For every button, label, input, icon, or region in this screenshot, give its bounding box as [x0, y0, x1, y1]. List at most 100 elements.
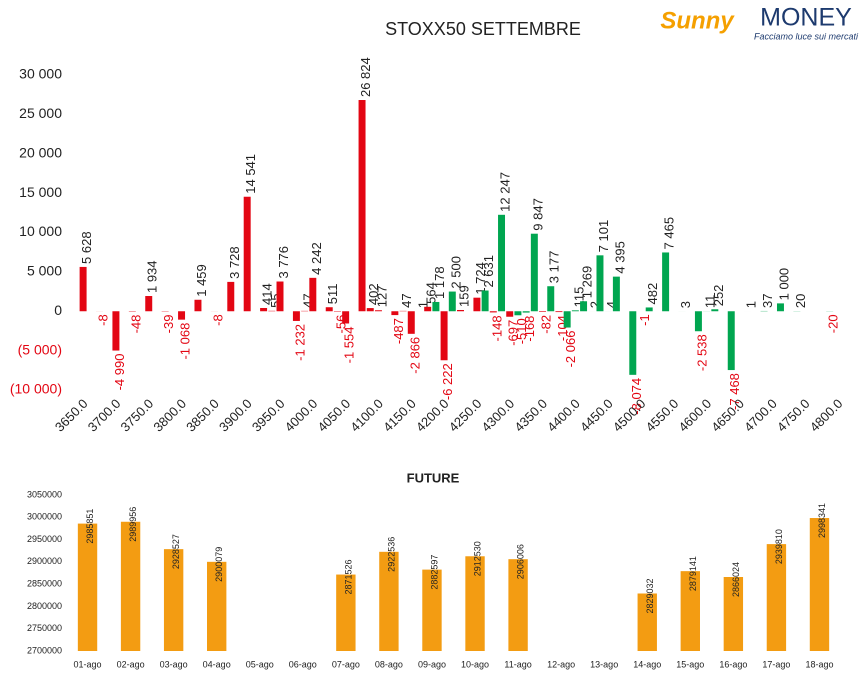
bar — [325, 307, 333, 312]
bar — [539, 311, 547, 312]
x-tick-label: 4200.0 — [413, 396, 452, 435]
x-tick-label: 4750.0 — [774, 396, 813, 435]
x-tick-label: 16-ago — [719, 659, 747, 669]
bar — [508, 559, 528, 651]
logo-sunny: Sunny — [660, 7, 735, 34]
bar — [243, 196, 251, 312]
data-label: -510 — [514, 318, 529, 344]
bar — [473, 297, 481, 312]
x-tick-label: 12-ago — [547, 659, 575, 669]
x-tick-label: 01-ago — [74, 659, 102, 669]
data-label: 9 847 — [530, 198, 545, 231]
x-tick-label: 4450.0 — [577, 396, 616, 435]
data-label: 511 — [325, 283, 340, 304]
x-tick-label: 13-ago — [590, 659, 618, 669]
data-label: -2 866 — [407, 337, 422, 374]
y-tick-label: 30 000 — [19, 66, 62, 82]
data-label: 4 — [604, 301, 619, 308]
y-tick-label: 10 000 — [19, 223, 62, 239]
data-label: 1 934 — [145, 260, 160, 293]
data-label: -1 — [637, 314, 652, 326]
data-label: -1 068 — [178, 323, 193, 360]
bar — [489, 311, 497, 313]
data-label: 2985851 — [85, 509, 95, 544]
data-label: 14 541 — [243, 154, 258, 194]
data-label: -697 — [506, 320, 521, 346]
x-tick-label: 3700.0 — [85, 396, 124, 435]
bar — [194, 299, 202, 312]
x-tick-label: 3650.0 — [52, 396, 91, 435]
x-tick-label: 3750.0 — [118, 396, 157, 435]
data-label: 2879141 — [688, 556, 698, 591]
data-label: 2922536 — [386, 537, 396, 572]
x-tick-label: 14-ago — [633, 659, 661, 669]
data-label: 2 631 — [481, 255, 496, 288]
y-tick-label: 2700000 — [27, 645, 62, 655]
bar — [374, 310, 382, 312]
logo-money: MONEY — [760, 4, 852, 32]
bar — [358, 100, 366, 312]
y-tick-label: 0 — [54, 302, 62, 318]
y-tick-label: 15 000 — [19, 184, 62, 200]
bar — [448, 291, 456, 312]
bar — [276, 281, 284, 312]
data-label: -8 — [210, 314, 225, 326]
y-tick-label: (10 000) — [10, 381, 62, 397]
bar — [571, 310, 579, 312]
data-label: 2882597 — [429, 555, 439, 590]
x-tick-label: 07-ago — [332, 659, 360, 669]
bar — [178, 311, 186, 320]
bar — [422, 569, 442, 651]
bar — [440, 311, 448, 361]
bar — [809, 518, 830, 651]
data-label: 1 178 — [432, 266, 447, 299]
bar — [227, 281, 235, 312]
x-tick-label: 4150.0 — [380, 396, 419, 435]
data-label: 1 — [744, 301, 759, 308]
x-tick-label: 3950.0 — [249, 396, 288, 435]
y-tick-label: 3000000 — [27, 512, 62, 522]
bar — [723, 577, 744, 651]
x-tick-label: 08-ago — [375, 659, 403, 669]
x-tick-label: 4300.0 — [479, 396, 518, 435]
data-label: -487 — [391, 318, 406, 344]
bar — [680, 571, 700, 651]
x-tick-label: 4400.0 — [544, 396, 583, 435]
bar — [662, 252, 670, 312]
bar — [391, 311, 399, 316]
data-label: 2900079 — [214, 547, 224, 582]
bar — [612, 276, 620, 312]
data-label: 1 — [415, 301, 430, 308]
data-label: 127 — [374, 286, 389, 308]
y-tick-label: 2950000 — [27, 534, 62, 544]
data-label: 2 — [588, 301, 603, 308]
x-tick-label: 4700.0 — [741, 396, 780, 435]
bar — [711, 309, 719, 312]
x-tick-label: 15-ago — [676, 659, 704, 669]
bar — [163, 549, 184, 651]
data-label: -148 — [489, 315, 504, 341]
data-label: 564 — [424, 282, 439, 304]
data-label: 3 728 — [227, 246, 242, 279]
y-tick-label: 2750000 — [27, 623, 62, 633]
x-tick-label: 11-ago — [504, 659, 531, 669]
bar — [120, 521, 141, 651]
y-tick-label: (5 000) — [18, 341, 62, 357]
y-tick-label: 25 000 — [19, 105, 62, 121]
bar — [366, 308, 374, 312]
x-tick-label: 10-ago — [461, 659, 489, 669]
data-label: -8 — [95, 314, 110, 326]
data-label: 1 459 — [194, 264, 209, 297]
x-tick-label: 17-ago — [762, 659, 790, 669]
bar — [77, 523, 98, 651]
bar — [563, 311, 571, 328]
bar — [555, 311, 563, 313]
y-tick-label: 2800000 — [27, 601, 62, 611]
data-label: 2871526 — [343, 560, 353, 595]
data-label: 47 — [399, 293, 414, 307]
data-label: 2939810 — [774, 529, 784, 564]
bar — [580, 301, 588, 312]
bar — [776, 303, 784, 312]
x-tick-label: 02-ago — [117, 659, 145, 669]
